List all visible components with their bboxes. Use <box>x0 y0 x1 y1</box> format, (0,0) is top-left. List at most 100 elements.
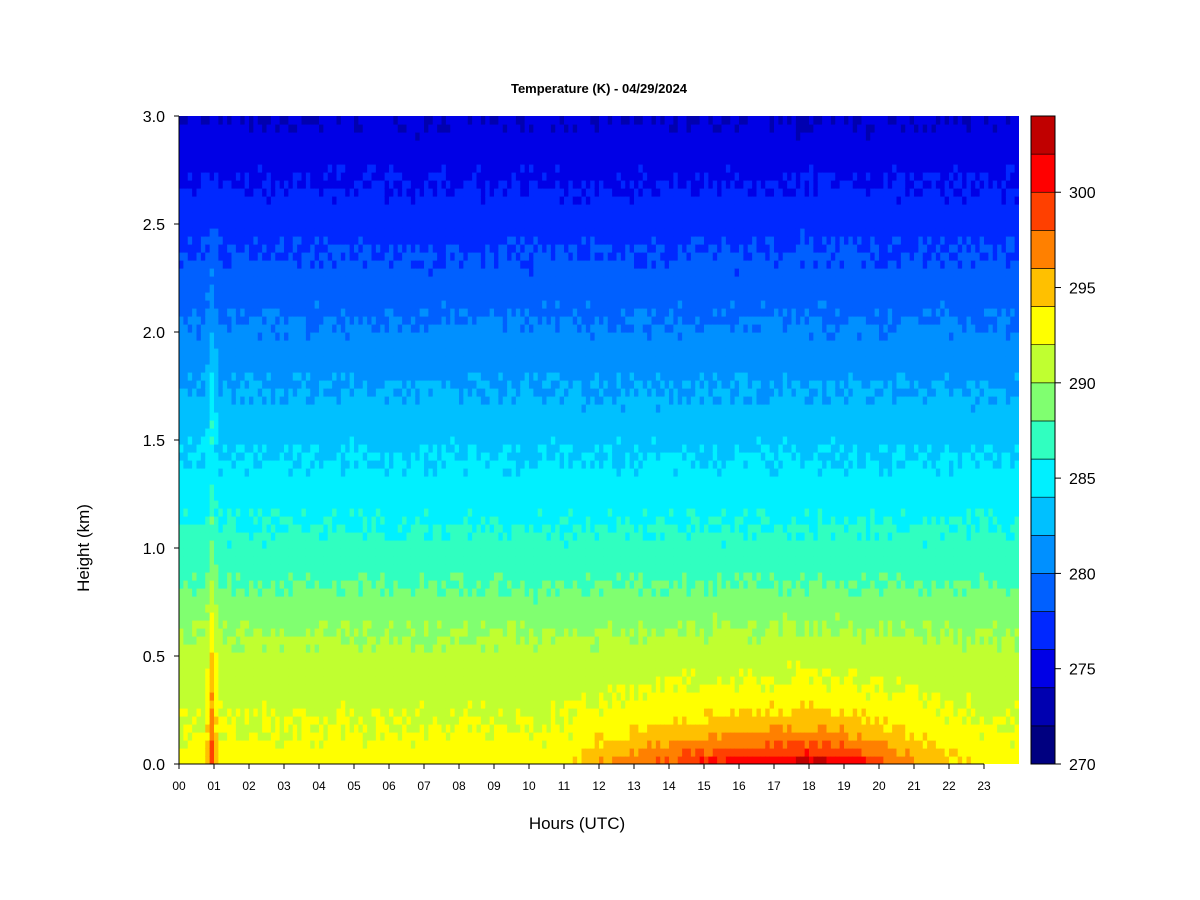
heatmap-cell <box>424 356 429 365</box>
heatmap-cell <box>428 708 434 717</box>
heatmap-cell <box>432 180 438 189</box>
heatmap-cell <box>244 524 250 533</box>
heatmap-cell <box>214 692 219 701</box>
heatmap-cell <box>332 204 338 213</box>
heatmap-cell <box>393 188 399 197</box>
heatmap-cell <box>402 748 408 757</box>
heatmap-cell <box>244 300 250 309</box>
heatmap-cell <box>384 676 390 685</box>
heatmap-cell <box>214 508 219 517</box>
heatmap-cell <box>345 196 351 205</box>
heatmap-cell <box>375 644 381 653</box>
heatmap-cell <box>380 564 386 573</box>
heatmap-cell <box>336 588 342 597</box>
heatmap-cell <box>275 284 281 293</box>
heatmap-cell <box>200 276 206 285</box>
heatmap-cell <box>183 188 189 197</box>
heatmap-cell <box>419 484 425 493</box>
heatmap-cell <box>275 380 281 389</box>
heatmap-cell <box>415 580 421 589</box>
heatmap-cell <box>424 716 429 725</box>
heatmap-cell <box>253 684 259 693</box>
heatmap-cell <box>218 588 224 597</box>
heatmap-cell <box>249 372 254 381</box>
heatmap-cell <box>319 708 324 717</box>
heatmap-cell <box>301 212 307 221</box>
heatmap-cell <box>305 364 311 373</box>
heatmap-cell <box>179 356 184 365</box>
heatmap-cell <box>240 524 246 533</box>
heatmap-cell <box>310 524 316 533</box>
heatmap-cell <box>332 316 338 325</box>
heatmap-cell <box>367 484 373 493</box>
heatmap-cell <box>222 620 228 629</box>
heatmap-cell <box>240 116 246 125</box>
heatmap-cell <box>183 548 189 557</box>
heatmap-cell <box>222 460 228 469</box>
heatmap-cell <box>270 388 276 397</box>
heatmap-cell <box>419 284 425 293</box>
heatmap-cell <box>437 308 443 317</box>
heatmap-cell <box>327 412 333 421</box>
heatmap-cell <box>428 412 434 421</box>
heatmap-cell <box>288 380 294 389</box>
heatmap-cell <box>253 676 259 685</box>
heatmap-cell <box>192 404 198 413</box>
heatmap-cell <box>340 476 346 485</box>
heatmap-cell <box>354 300 359 309</box>
heatmap-cell <box>424 388 429 397</box>
heatmap-cell <box>231 492 237 501</box>
heatmap-cell <box>402 284 408 293</box>
heatmap-cell <box>270 508 276 517</box>
heatmap-cell <box>301 300 307 309</box>
heatmap-cell <box>406 116 412 125</box>
heatmap-cell <box>380 412 386 421</box>
heatmap-cell <box>445 652 451 661</box>
heatmap-cell <box>362 748 368 757</box>
heatmap-cell <box>349 308 355 317</box>
heatmap-cell <box>209 676 215 685</box>
heatmap-cell <box>380 348 386 357</box>
heatmap-cell <box>336 500 342 509</box>
heatmap-cell <box>183 692 189 701</box>
heatmap-cell <box>380 332 386 341</box>
heatmap-cell <box>380 436 386 445</box>
heatmap-cell <box>214 612 219 621</box>
heatmap-cell <box>415 676 421 685</box>
heatmap-cell <box>419 612 425 621</box>
heatmap-cell <box>266 612 272 621</box>
heatmap-cell <box>375 228 381 237</box>
heatmap-cell <box>415 404 421 413</box>
heatmap-cell <box>214 716 219 725</box>
heatmap-cell <box>397 532 403 541</box>
heatmap-cell <box>244 724 250 733</box>
heatmap-cell <box>402 412 408 421</box>
heatmap-cell <box>270 244 276 253</box>
heatmap-cell <box>257 332 263 341</box>
heatmap-cell <box>336 396 342 405</box>
heatmap-cell <box>284 196 289 205</box>
heatmap-cell <box>183 556 189 565</box>
heatmap-cell <box>183 292 189 301</box>
heatmap-cell <box>397 308 403 317</box>
heatmap-cell <box>240 324 246 333</box>
heatmap-cell <box>327 148 333 157</box>
heatmap-cell <box>419 276 425 285</box>
heatmap-cell <box>218 476 224 485</box>
heatmap-cell <box>222 244 228 253</box>
heatmap-cell <box>389 308 394 317</box>
heatmap-cell <box>297 404 303 413</box>
heatmap-cell <box>410 636 416 645</box>
heatmap-cell <box>358 380 364 389</box>
heatmap-cell <box>406 620 412 629</box>
heatmap-cell <box>367 460 373 469</box>
heatmap-cell <box>200 636 206 645</box>
heatmap-cell <box>402 476 408 485</box>
heatmap-cell <box>214 300 219 309</box>
heatmap-cell <box>406 684 412 693</box>
heatmap-cell <box>257 324 263 333</box>
heatmap-cell <box>288 396 294 405</box>
heatmap-cell <box>214 364 219 373</box>
heatmap-cell <box>200 364 206 373</box>
heatmap-cell <box>445 444 451 453</box>
